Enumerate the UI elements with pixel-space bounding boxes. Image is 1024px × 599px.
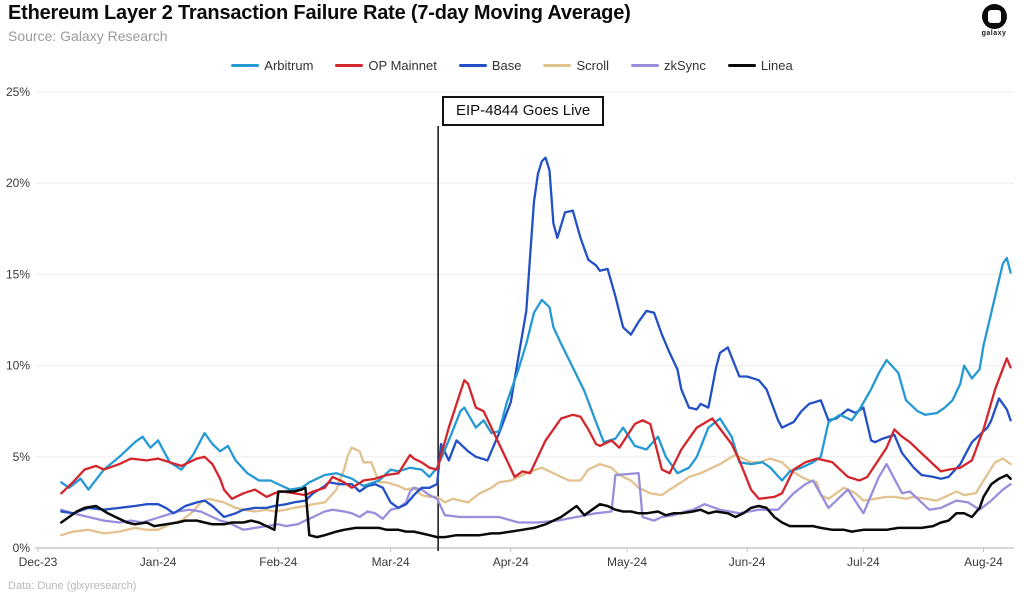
scroll-line-swatch <box>543 64 572 67</box>
x-axis-tick-label: Dec-23 <box>19 555 58 569</box>
data-source-footnote: Data: Dune (glxyresearch) <box>8 580 137 592</box>
chart-source-subtitle: Source: Galaxy Research <box>8 28 168 44</box>
legend-item-linea: Linea <box>727 58 793 73</box>
x-axis-tick-label: Jul-24 <box>847 555 880 569</box>
base-line-swatch <box>458 64 487 67</box>
series-line-linea <box>60 473 1012 539</box>
op-mainnet-line-swatch <box>335 64 364 67</box>
legend-item-arbitrum: Arbitrum <box>231 58 313 73</box>
y-axis-tick-label: 10% <box>6 359 30 373</box>
legend-label: OP Mainnet <box>368 58 437 73</box>
x-axis-tick-label: Mar-24 <box>372 555 410 569</box>
legend-item-op-mainnet: OP Mainnet <box>335 58 437 73</box>
linea-line-swatch <box>727 64 756 67</box>
y-axis-tick-label: 5% <box>13 450 31 464</box>
galaxy-logo-word: galaxy <box>981 30 1007 37</box>
page-title: Ethereum Layer 2 Transaction Failure Rat… <box>8 2 631 24</box>
eip-4844-annotation-box: EIP-4844 Goes Live <box>442 96 605 126</box>
legend-label: Base <box>491 58 522 73</box>
x-axis-tick-label: Feb-24 <box>259 555 297 569</box>
series-line-arbitrum <box>60 256 1012 491</box>
x-axis-tick-label: May-24 <box>607 555 647 569</box>
y-axis-tick-label: 0% <box>13 541 31 555</box>
x-axis-tick-label: Aug-24 <box>964 555 1003 569</box>
x-axis-tick-label: Jan-24 <box>140 555 177 569</box>
chart-legend: Arbitrum OP Mainnet Base Scroll zkSync L… <box>0 58 1024 73</box>
series-line-base <box>60 156 1012 519</box>
legend-label: Arbitrum <box>264 58 314 73</box>
x-axis-tick-label: Apr-24 <box>493 555 529 569</box>
legend-item-base: Base <box>458 58 522 73</box>
legend-item-scroll: Scroll <box>543 58 609 73</box>
legend-item-zksync: zkSync <box>630 58 706 73</box>
y-axis-tick-label: 20% <box>6 176 30 190</box>
series-line-op-mainnet <box>60 357 1012 500</box>
legend-label: Scroll <box>576 58 609 73</box>
legend-label: zkSync <box>663 58 706 73</box>
legend-label: Linea <box>760 58 793 73</box>
y-axis-tick-label: 25% <box>6 85 30 99</box>
y-axis-tick-label: 15% <box>6 267 30 281</box>
x-axis-tick-label: Jun-24 <box>729 555 766 569</box>
galaxy-logo-icon <box>981 4 1007 29</box>
galaxy-logo: galaxy <box>974 4 1014 37</box>
zksync-line-swatch <box>630 64 659 67</box>
arbitrum-line-swatch <box>231 64 260 67</box>
series-line-zksync <box>60 462 1012 531</box>
